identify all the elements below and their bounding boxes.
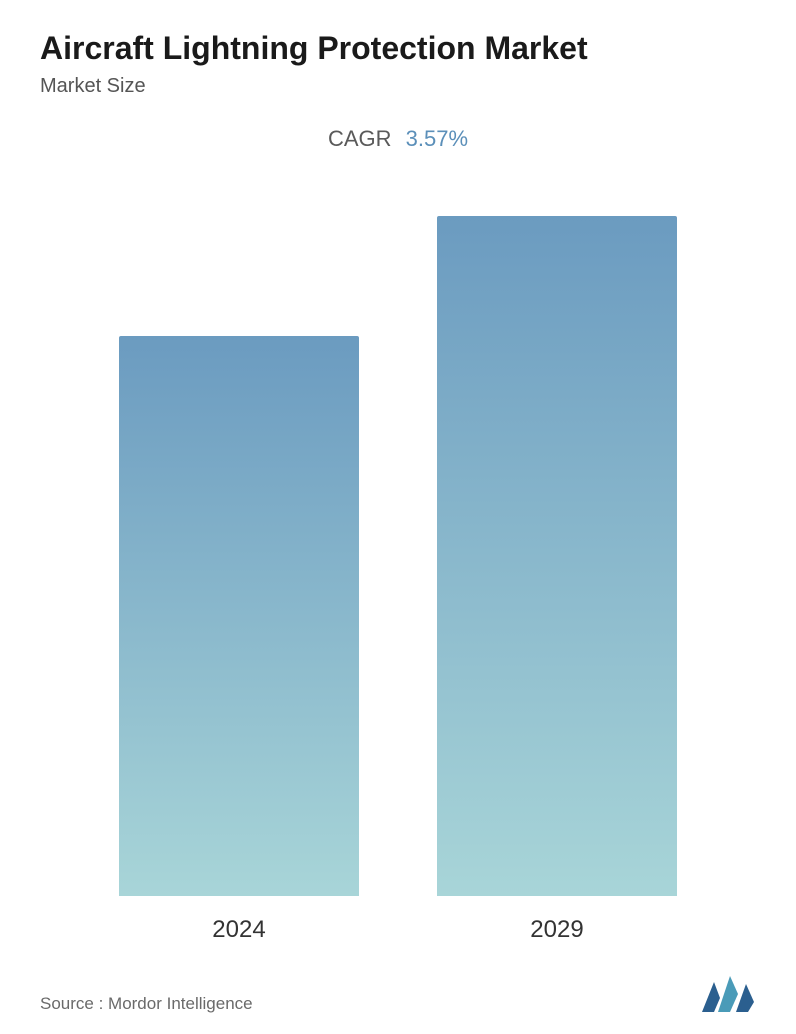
source-text: Source : Mordor Intelligence: [40, 994, 253, 1014]
bar-label-0: 2024: [212, 916, 265, 944]
bar-chart: 2024 2029: [40, 192, 756, 944]
subtitle: Market Size: [40, 75, 756, 98]
page-title: Aircraft Lightning Protection Market: [40, 30, 756, 67]
cagr-row: CAGR 3.57%: [40, 126, 756, 152]
cagr-value: 3.57%: [406, 126, 468, 151]
bar-0: [119, 336, 359, 896]
bar-label-1: 2029: [530, 916, 583, 944]
footer: Source : Mordor Intelligence: [40, 944, 756, 1034]
cagr-label: CAGR: [328, 126, 392, 151]
bar-1: [437, 216, 677, 896]
bar-group-1: 2029: [427, 216, 687, 944]
bar-group-0: 2024: [109, 336, 369, 944]
brand-logo-icon: [700, 974, 756, 1014]
chart-container: Aircraft Lightning Protection Market Mar…: [0, 0, 796, 1034]
